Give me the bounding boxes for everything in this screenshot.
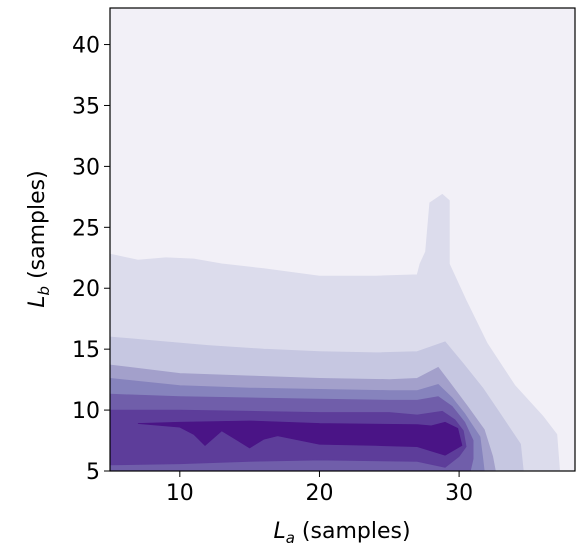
plot-frame <box>109 7 576 472</box>
contour-level-7 <box>137 420 463 456</box>
y-tick-label: 35 <box>72 94 100 119</box>
y-axis-label: Lb (samples) <box>25 170 53 307</box>
y-tick-label: 10 <box>72 399 100 424</box>
y-tick-label: 30 <box>72 155 100 180</box>
x-axis-label: La (samples) <box>273 519 410 547</box>
y-tick-label: 5 <box>86 460 100 485</box>
y-tick-label: 40 <box>72 34 100 59</box>
y-tick-label: 25 <box>72 216 100 241</box>
y-axis: 5 10 15 20 25 30 35 40 <box>72 34 110 485</box>
x-tick-label: 20 <box>305 481 333 506</box>
x-tick-label: 10 <box>166 481 194 506</box>
y-tick-label: 15 <box>72 338 100 363</box>
x-axis: 10 20 30 <box>166 471 473 506</box>
contour-fills <box>110 8 575 471</box>
x-tick-label: 30 <box>445 481 473 506</box>
y-tick-label: 20 <box>72 277 100 302</box>
